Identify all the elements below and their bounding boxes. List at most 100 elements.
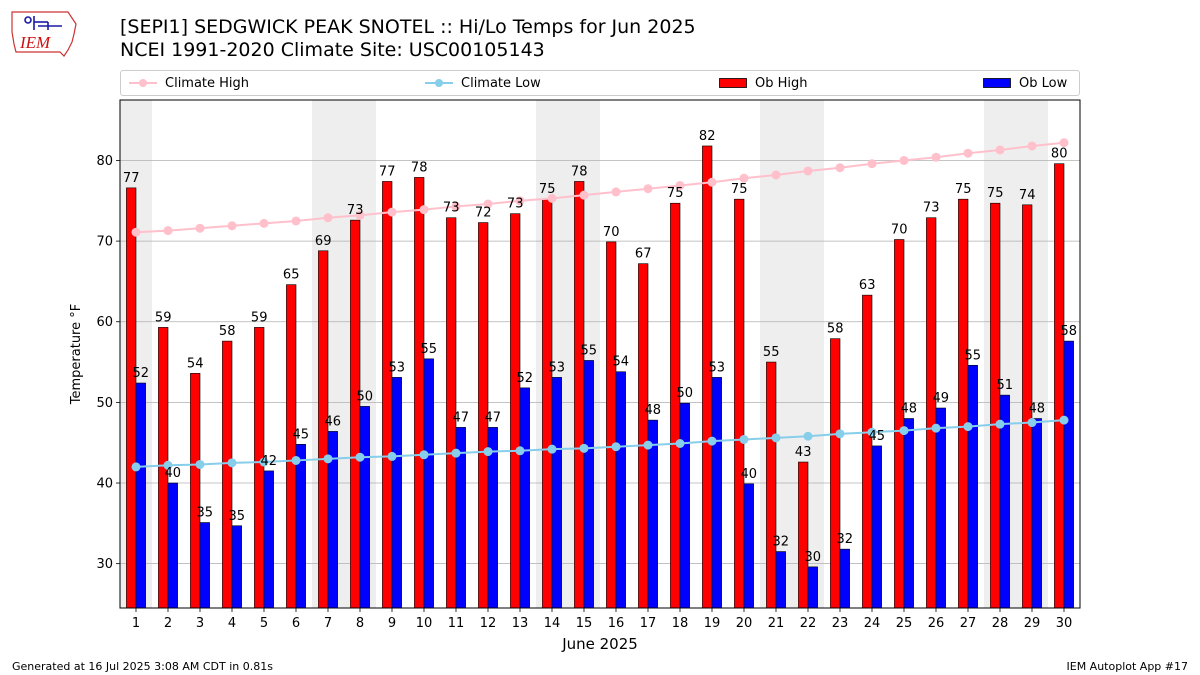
climate-low-point	[931, 423, 941, 433]
weekend-shade	[120, 100, 152, 608]
climate-low-point	[899, 426, 909, 436]
ob-high-bar	[734, 198, 745, 609]
weekend-shade	[1016, 100, 1048, 608]
ob-high-bar	[510, 213, 521, 609]
climate-high-point	[451, 201, 461, 211]
ob-low-bar	[679, 402, 690, 609]
ob-high-bar	[318, 250, 329, 609]
ob-low-bar	[135, 382, 146, 609]
ob-low-value-label: 40	[165, 466, 182, 481]
climate-low-point	[643, 440, 653, 450]
climate-high-point	[611, 187, 621, 197]
y-tick-label: 30	[96, 557, 113, 572]
legend-item-ob-low: Ob Low	[983, 71, 1067, 95]
climate-high-point	[995, 145, 1005, 155]
ob-high-bar	[574, 181, 585, 609]
climate-high-point	[803, 166, 813, 176]
x-axis-label: June 2025	[561, 635, 638, 653]
ob-high-bar	[798, 461, 809, 609]
climate-low-point	[867, 427, 877, 437]
ob-high-bar	[606, 241, 617, 609]
x-tick-label: 26	[928, 616, 945, 631]
ob-high-bar	[382, 181, 393, 609]
ob-low-bar	[1063, 340, 1074, 609]
legend: Climate High Climate Low Ob High Ob Low	[120, 70, 1080, 96]
ob-high-value-label: 77	[123, 171, 140, 186]
ob-low-bar	[391, 377, 402, 609]
x-tick-label: 10	[416, 616, 433, 631]
ob-high-bar	[766, 361, 777, 609]
ob-high-value-label: 75	[667, 186, 684, 201]
ob-low-value-label: 47	[453, 410, 470, 425]
ob-high-bar	[286, 284, 297, 609]
climate-low-point	[803, 431, 813, 441]
climate-low-point	[835, 429, 845, 439]
ob-low-value-label: 50	[677, 386, 694, 401]
x-tick-label: 14	[544, 616, 561, 631]
climate-high-point	[835, 163, 845, 173]
ob-low-bar	[583, 360, 594, 609]
ob-low-bar	[551, 377, 562, 609]
weekend-shade	[568, 100, 600, 608]
climate-high-point	[1059, 138, 1069, 148]
climate-low-point	[291, 455, 301, 465]
ob-low-bar	[519, 387, 530, 609]
climate-low-point	[1059, 415, 1069, 425]
weekend-shade	[984, 100, 1016, 608]
climate-high-point	[419, 205, 429, 215]
weekend-shade	[536, 100, 568, 608]
ob-low-value-label: 35	[229, 509, 246, 524]
ob-high-bar	[446, 217, 457, 609]
climate-high-point	[1027, 141, 1037, 151]
x-tick-label: 2	[164, 616, 172, 631]
climate-high-point	[547, 193, 557, 203]
ob-low-value-label: 48	[1029, 402, 1046, 417]
ob-high-bar	[1054, 163, 1065, 609]
ob-high-value-label: 75	[987, 186, 1004, 201]
x-tick-label: 4	[228, 616, 236, 631]
ob-high-value-label: 67	[635, 247, 652, 262]
y-tick-label: 80	[96, 154, 113, 169]
ob-low-bar	[423, 358, 434, 609]
x-tick-label: 6	[292, 616, 300, 631]
climate-low-point	[547, 444, 557, 454]
ob-high-value-label: 73	[923, 201, 940, 216]
climate-low-point	[739, 434, 749, 444]
ob-high-value-label: 75	[955, 182, 972, 197]
x-tick-label: 29	[1024, 616, 1041, 631]
ob-high-bar	[894, 239, 905, 609]
climate-high-point	[131, 227, 141, 237]
ob-high-value-label: 59	[251, 310, 268, 325]
weekend-shade	[760, 100, 792, 608]
climate-high-point	[323, 213, 333, 223]
climate-low-point	[419, 450, 429, 460]
generated-note: Generated at 16 Jul 2025 3:08 AM CDT in …	[12, 660, 273, 673]
ob-low-swatch-icon	[983, 78, 1011, 88]
ob-low-value-label: 52	[133, 366, 150, 381]
ob-high-bar	[670, 202, 681, 609]
ob-low-bar	[327, 431, 338, 609]
climate-low-point	[611, 442, 621, 452]
ob-low-value-label: 55	[965, 348, 982, 363]
chart-subtitle: NCEI 1991-2020 Climate Site: USC00105143	[120, 39, 545, 61]
ob-high-value-label: 82	[699, 129, 716, 144]
ob-high-value-label: 73	[507, 197, 524, 212]
climate-high-point	[387, 207, 397, 217]
ob-high-value-label: 55	[763, 345, 780, 360]
climate-high-point	[675, 180, 685, 190]
ob-low-bar	[199, 522, 210, 609]
climate-low-point	[707, 436, 717, 446]
climate-low-point	[163, 460, 173, 470]
ob-low-bar	[359, 406, 370, 609]
legend-label-ob-low: Ob Low	[1019, 75, 1068, 91]
climate-high-point	[899, 155, 909, 165]
app-credit: IEM Autoplot App #17	[1066, 660, 1189, 673]
x-tick-label: 7	[324, 616, 332, 631]
legend-label-climate-high: Climate High	[165, 75, 250, 91]
x-tick-label: 24	[864, 616, 881, 631]
ob-high-bar	[702, 145, 713, 609]
ob-low-bar	[1031, 418, 1042, 609]
ob-high-bar	[542, 198, 553, 609]
weekend-shade	[312, 100, 344, 608]
